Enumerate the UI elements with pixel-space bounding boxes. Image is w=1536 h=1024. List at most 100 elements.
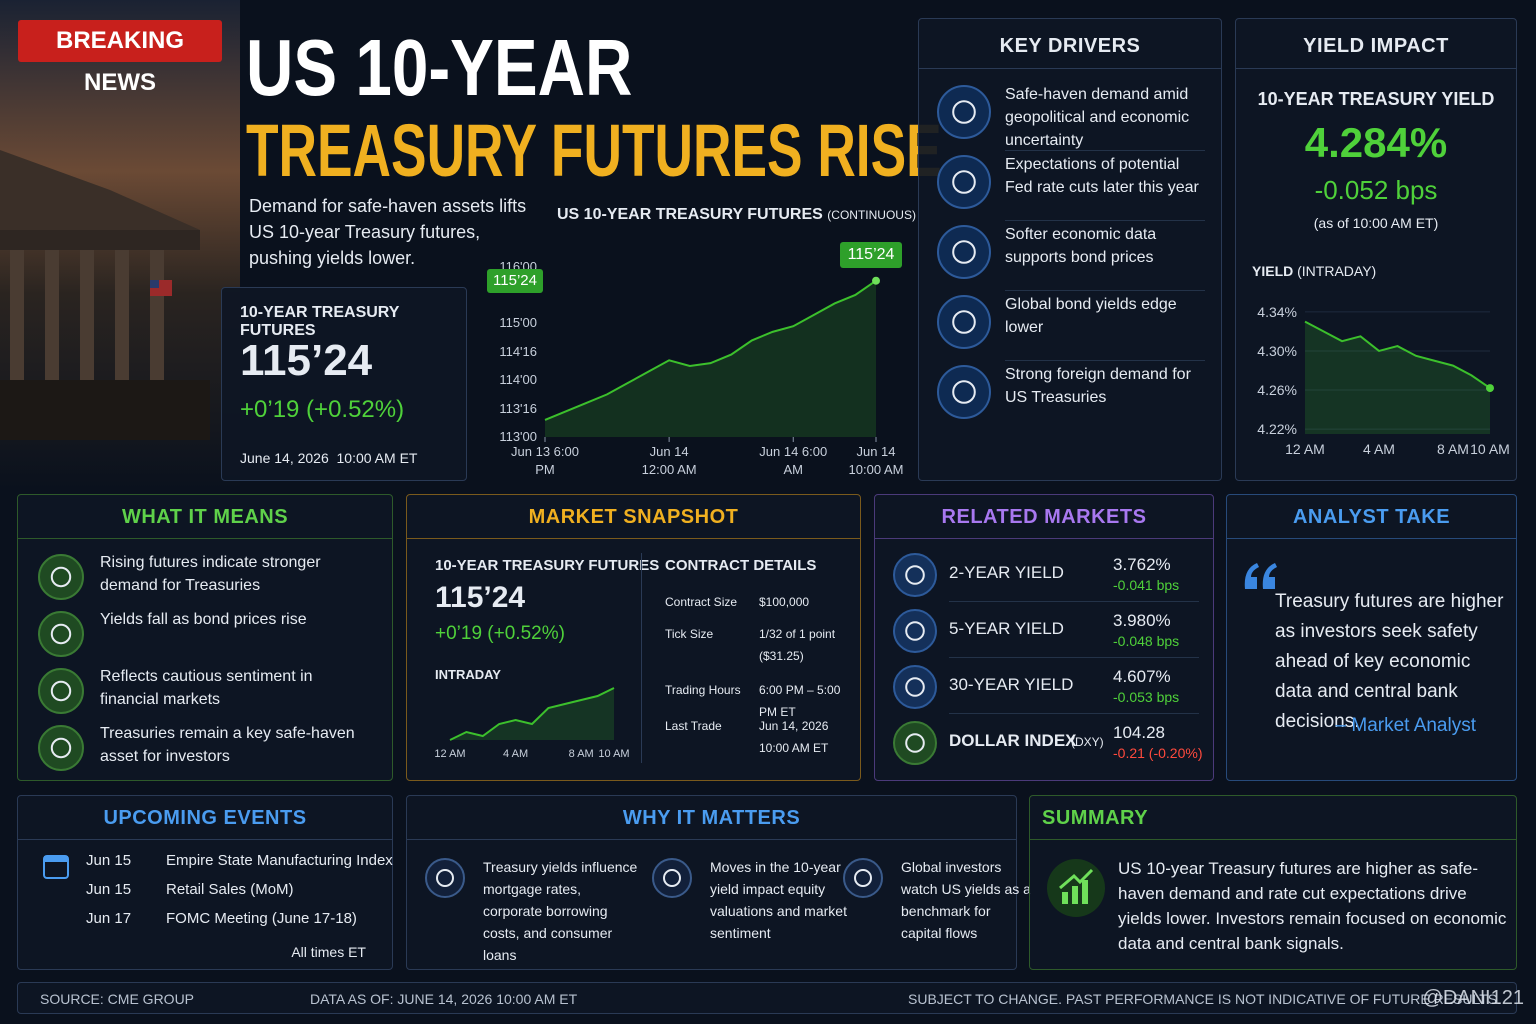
icon-circle	[937, 365, 991, 419]
driver-text: Softer economic data supports bond price…	[1005, 226, 1157, 266]
panel-title: WHAT IT MEANS	[18, 495, 392, 539]
icon	[893, 721, 937, 765]
panel-title: RELATED MARKETS	[875, 495, 1213, 539]
line	[449, 687, 615, 741]
footer-source: SOURCE: CME GROUP	[40, 991, 195, 1007]
calendar-icon	[43, 855, 69, 879]
contract-value: $100,000	[759, 595, 810, 609]
event-name: Retail Sales (MoM)	[166, 881, 294, 898]
y-tick-label: 115'00	[499, 315, 537, 331]
icon-circle	[937, 85, 991, 139]
summary-icon	[1047, 859, 1105, 917]
why-text: Treasury yields influence mortgage rates…	[483, 859, 638, 963]
icon-dot	[663, 869, 681, 887]
x-tick-label: 10 AM	[1470, 441, 1510, 457]
price: 115’24	[240, 336, 373, 385]
yield-chart-note: (INTRADAY)	[1297, 263, 1377, 279]
y-tick-label: 4.22%	[1257, 421, 1297, 438]
icon	[38, 554, 84, 600]
market-name: 2-YEAR YIELD	[949, 563, 1064, 582]
x-tick-label: 8 AM	[568, 748, 594, 760]
icon-dot	[854, 869, 872, 887]
icon-dot	[50, 623, 72, 645]
panel-title: ANALYST TAKE	[1227, 495, 1516, 539]
separator	[1005, 220, 1205, 221]
icon	[937, 225, 991, 279]
market-change: -0.053 bps	[1113, 689, 1180, 705]
icon	[893, 553, 937, 597]
icon-dot	[50, 566, 72, 588]
icon-circle	[937, 225, 991, 279]
what-it-means-panel: WHAT IT MEANS Rising futures indicate st…	[17, 494, 393, 781]
icon-circle	[38, 554, 84, 600]
separator	[949, 713, 1199, 714]
market-change: -0.21 (-0.20%)	[1113, 745, 1203, 761]
yield-label: 10-YEAR TREASURY YIELD	[1257, 89, 1495, 109]
events-note: All times ET	[291, 944, 366, 960]
icon-circle	[893, 609, 937, 653]
x-tick-label: 12 AM	[1285, 441, 1325, 457]
panel-title: WHY IT MATTERS	[407, 796, 1016, 840]
icon-dot	[905, 565, 925, 585]
driver-text: Strong foreign demand for US Treasuries	[1005, 366, 1191, 406]
icon-dot	[952, 380, 976, 404]
icon-circle	[38, 725, 84, 771]
y-tick-label: 113'16	[499, 400, 537, 416]
y-tick-label: 4.26%	[1257, 382, 1297, 399]
yield-chart-title: YIELD (INTRADAY)	[1252, 263, 1376, 279]
event-name: Empire State Manufacturing Index	[166, 852, 393, 869]
icon-circle	[893, 553, 937, 597]
y-tick-label: 114'00	[499, 372, 537, 388]
icon	[843, 858, 883, 898]
key-drivers-panel: KEY DRIVERS Safe-haven demand amid geopo…	[918, 18, 1222, 481]
y-tick-label: 4.34%	[1257, 303, 1297, 320]
icon	[893, 665, 937, 709]
icon-dot	[905, 733, 925, 753]
title-line2: TREASURY FUTURES RISE	[246, 109, 942, 192]
title-line1: US 10-YEAR	[246, 23, 633, 112]
market-name: DOLLAR INDEX	[949, 731, 1077, 750]
icon-circle	[893, 721, 937, 765]
means-text: Reflects cautious sentiment in financial…	[100, 668, 313, 708]
event-name: FOMC Meeting (June 17-18)	[166, 910, 357, 927]
event-date: Jun 15	[86, 881, 132, 898]
yield-change: -0.052 bps	[1314, 175, 1438, 205]
icon-circle	[425, 858, 465, 898]
market-change: -0.041 bps	[1113, 577, 1180, 593]
contract-value: 1/32 of 1 point ($31.25)	[759, 627, 836, 663]
icon	[425, 858, 465, 898]
panel-title: UPCOMING EVENTS	[18, 796, 392, 840]
icon-circle	[652, 858, 692, 898]
footer-date: DATA AS OF: JUNE 14, 2026 10:00 AM ET	[310, 991, 578, 1007]
why-panel: WHY IT MATTERS Treasury yields influence…	[406, 795, 1031, 970]
analyst-author: – Market Analyst	[1335, 715, 1476, 736]
separator	[949, 601, 1199, 602]
y-tick-label: 4.30%	[1257, 342, 1297, 359]
contract-title: CONTRACT DETAILS	[665, 557, 817, 574]
snapshot-price: 115’24	[435, 581, 526, 614]
icon	[38, 611, 84, 657]
analyst-panel: ANALYST TAKE Treasury futures are higher…	[1226, 494, 1517, 781]
market-name: 5-YEAR YIELD	[949, 619, 1064, 638]
summary-text: US 10-year Treasury futures are higher a…	[1118, 859, 1507, 953]
area	[545, 280, 876, 437]
separator	[949, 657, 1199, 658]
badge: BREAKING NEWS	[18, 20, 222, 96]
icon	[937, 365, 991, 419]
icon-circle	[937, 155, 991, 209]
yield-impact-panel: YIELD IMPACT 10-YEAR TREASURY YIELD 4.28…	[1235, 18, 1517, 481]
current-axis-label: 115’24	[487, 268, 543, 293]
panel-title: YIELD IMPACT	[1236, 19, 1516, 69]
why-text: Moves in the 10-year yield impact equity…	[710, 859, 847, 941]
price-label: 10-YEAR TREASURY FUTURES	[240, 304, 400, 339]
separator	[1005, 290, 1205, 291]
line	[544, 279, 877, 421]
market-value: 3.762%	[1113, 555, 1171, 574]
driver-text: Expectations of potential Fed rate cuts …	[1005, 156, 1199, 196]
icon-dot	[952, 100, 976, 124]
market-change: -0.048 bps	[1113, 633, 1180, 649]
line	[1304, 320, 1491, 389]
summary-panel: SUMMARY US 10-year Treasury futures are …	[1029, 795, 1517, 970]
